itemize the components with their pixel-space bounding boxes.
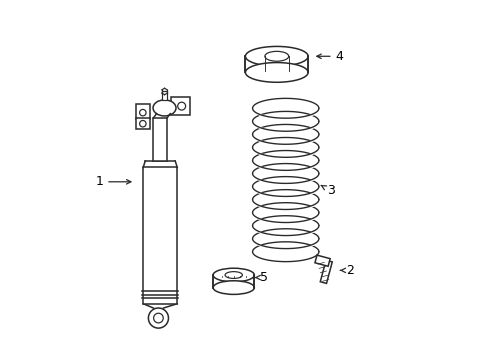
Polygon shape (320, 260, 331, 283)
Ellipse shape (245, 46, 307, 66)
Text: 1: 1 (95, 175, 131, 188)
Text: 4: 4 (316, 50, 343, 63)
Polygon shape (136, 104, 149, 119)
Bar (212, 275, 213, 288)
Ellipse shape (264, 51, 288, 61)
Ellipse shape (245, 63, 307, 82)
Bar (143, 167, 177, 304)
Bar (253, 275, 255, 288)
Bar (307, 56, 308, 72)
Text: 3: 3 (321, 184, 334, 197)
Bar (244, 56, 245, 72)
Polygon shape (136, 118, 149, 130)
Ellipse shape (213, 281, 254, 294)
Text: 2: 2 (340, 264, 353, 277)
Polygon shape (171, 97, 190, 115)
Bar (153, 118, 167, 161)
Ellipse shape (213, 268, 254, 282)
Ellipse shape (224, 272, 242, 278)
Ellipse shape (153, 100, 176, 116)
Polygon shape (314, 255, 329, 266)
Bar (162, 91, 166, 100)
Text: 5: 5 (254, 271, 268, 284)
